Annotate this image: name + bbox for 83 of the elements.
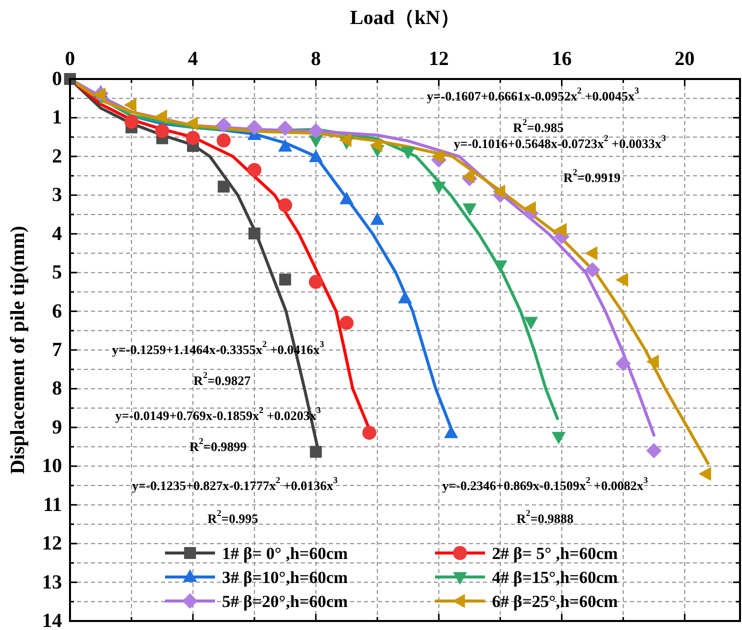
point — [218, 180, 230, 193]
point — [155, 124, 170, 138]
point — [523, 201, 536, 216]
x-tick-label: 20 — [674, 48, 695, 70]
point — [493, 260, 508, 273]
point — [277, 120, 293, 136]
point — [492, 184, 506, 199]
y-axis-title: Displacement of pile tip(mm) — [7, 226, 29, 474]
point — [186, 130, 200, 145]
point — [310, 446, 322, 458]
point — [462, 170, 474, 184]
point — [431, 149, 444, 164]
legend-label: 3# β=10°,h=60cm — [222, 568, 348, 586]
y-tick-label: 3 — [52, 184, 62, 206]
point — [698, 466, 712, 481]
x-tick-label: 16 — [552, 48, 572, 70]
annotation: R$^{2}$=0.9827 — [194, 370, 252, 388]
annotation: R$^{2}$=0.995 — [208, 508, 259, 526]
y-tick-label: 2 — [52, 145, 62, 168]
point — [616, 272, 628, 287]
annotation: R$^{2}$=0.9888 — [516, 508, 574, 526]
point — [646, 442, 662, 458]
point — [308, 123, 324, 139]
point — [584, 246, 598, 260]
y-tick-label: 13 — [42, 571, 62, 594]
point — [246, 120, 262, 136]
y-tick-label: 11 — [43, 494, 62, 516]
x-tick-label: 12 — [428, 48, 449, 70]
annotation: R$^{2}$=0.9899 — [190, 436, 248, 454]
point — [524, 316, 538, 330]
point — [370, 212, 384, 225]
point — [279, 274, 292, 286]
point — [308, 150, 323, 162]
y-tick-label: 12 — [42, 532, 62, 555]
point — [248, 228, 260, 240]
point — [216, 117, 232, 133]
y-tick-label: 0 — [52, 68, 62, 90]
point — [124, 114, 138, 129]
annotation: R$^{2}$=0.9919 — [563, 167, 621, 185]
point — [616, 356, 631, 372]
point — [340, 316, 354, 330]
legend-label: 2# β= 5° ,h=60cm — [492, 544, 618, 562]
annotation: R$^{2}$=0.985 — [513, 117, 564, 135]
legend-label: 6# β=25°,h=60cm — [492, 592, 618, 610]
point — [401, 146, 416, 160]
point — [370, 138, 382, 152]
point — [278, 198, 292, 212]
legend-label: 4# β=15°,h=60cm — [492, 568, 618, 586]
annotation: y=-0.1607+0.6661x-0.0952x$^{2}$ +0.0045x$^{3}$ — [426, 85, 640, 103]
y-tick-label: 4 — [52, 222, 62, 245]
annotation: y=-0.1016+0.5648x-0.0723x$^{2}$ +0.0033x$^{3}$ — [454, 132, 666, 150]
point — [444, 426, 458, 438]
y-tick-label: 8 — [52, 378, 62, 400]
y-tick-label: 1 — [52, 106, 62, 129]
point — [362, 426, 376, 440]
legend-label: 1# β= 0° ,h=60cm — [222, 544, 348, 562]
point — [552, 432, 566, 444]
point — [432, 182, 446, 194]
point — [247, 162, 262, 177]
x-tick-label: 8 — [310, 48, 321, 70]
point — [584, 262, 600, 278]
point — [216, 134, 231, 148]
legend-label: 5# β=20°,h=60cm — [222, 592, 348, 610]
y-tick-label: 7 — [52, 339, 62, 361]
point — [340, 192, 354, 204]
y-tick-label: 9 — [52, 416, 62, 438]
y-tick-label: 14 — [42, 610, 62, 630]
point — [338, 133, 352, 148]
annotation: y=-0.2346+0.869x-0.1509x$^{2}$ +0.0082x$^{3}$ — [442, 474, 648, 492]
y-tick-label: 10 — [42, 455, 62, 478]
point — [646, 354, 659, 369]
point — [308, 274, 323, 289]
x-tick-label: 4 — [188, 48, 198, 70]
point — [154, 110, 168, 124]
x-axis-title: Load（kN） — [350, 7, 460, 29]
point — [124, 98, 136, 112]
point — [278, 139, 292, 152]
y-tick-label: 5 — [52, 262, 62, 284]
point — [554, 222, 567, 237]
y-tick-label: 6 — [52, 300, 62, 322]
point — [185, 116, 198, 131]
annotation: y=-0.1235+0.827x-0.1777x$^{2}$ +0.0136x$^{3}$ — [132, 474, 338, 492]
point — [462, 203, 477, 216]
